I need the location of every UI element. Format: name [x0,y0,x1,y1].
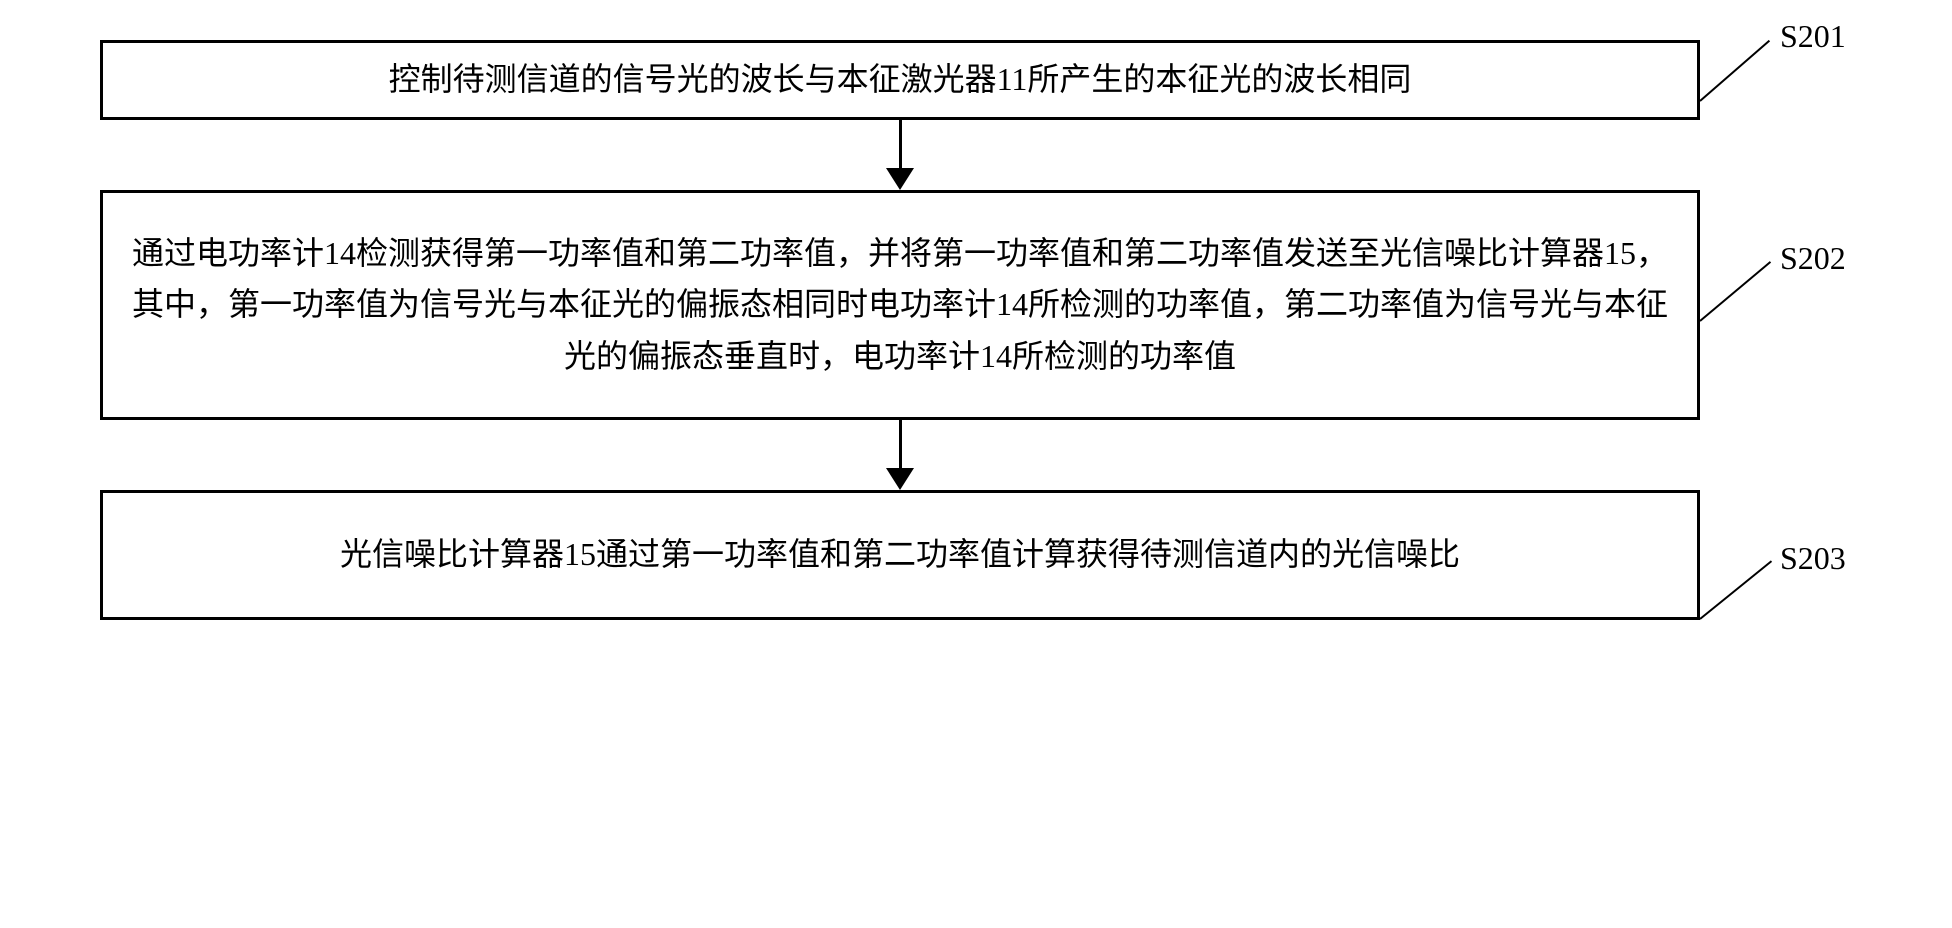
label-text-s203: S203 [1780,540,1846,576]
label-line-s203 [1699,560,1772,619]
step-text-s201: 控制待测信道的信号光的波长与本征激光器11所产生的本征光的波长相同 [389,54,1412,105]
label-text-s202: S202 [1780,240,1846,276]
step-label-s201: S201 [1780,18,1846,55]
flowchart-container: 控制待测信道的信号光的波长与本征激光器11所产生的本征光的波长相同 通过电功率计… [100,40,1700,620]
arrow-head [886,168,914,190]
step-box-s202: 通过电功率计14检测获得第一功率值和第二功率值，并将第一功率值和第二功率值发送至… [100,190,1700,420]
arrow-line [899,120,902,170]
arrow-s202-s203 [100,420,1700,490]
label-line-s201 [1699,40,1770,102]
step-text-s202: 通过电功率计14检测获得第一功率值和第二功率值，并将第一功率值和第二功率值发送至… [127,228,1673,382]
step-box-s203: 光信噪比计算器15通过第一功率值和第二功率值计算获得待测信道内的光信噪比 [100,490,1700,620]
step-box-s201: 控制待测信道的信号光的波长与本征激光器11所产生的本征光的波长相同 [100,40,1700,120]
step-label-s203: S203 [1780,540,1846,577]
label-text-s201: S201 [1780,18,1846,54]
step-label-s202: S202 [1780,240,1846,277]
arrow-s201-s202 [100,120,1700,190]
label-line-s202 [1699,261,1771,322]
arrow-head [886,468,914,490]
step-text-s203: 光信噪比计算器15通过第一功率值和第二功率值计算获得待测信道内的光信噪比 [340,529,1460,580]
arrow-line [899,420,902,470]
